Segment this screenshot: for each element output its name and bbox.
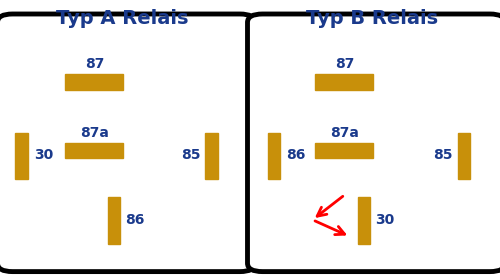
Bar (358, 197, 370, 244)
Bar (315, 74, 372, 90)
Text: 30: 30 (34, 148, 53, 162)
Bar (65, 143, 122, 158)
Bar (315, 143, 372, 158)
Bar (205, 133, 218, 179)
Text: 86: 86 (286, 148, 306, 162)
Text: 87: 87 (86, 57, 104, 71)
Text: 87a: 87a (80, 126, 110, 140)
Bar (15, 133, 28, 179)
Text: 85: 85 (182, 148, 201, 162)
FancyBboxPatch shape (248, 14, 500, 272)
Text: 30: 30 (375, 213, 394, 227)
Bar (108, 197, 120, 244)
Text: 86: 86 (125, 213, 144, 227)
Text: 85: 85 (434, 148, 453, 162)
Text: Typ B Relais: Typ B Relais (306, 9, 438, 28)
Bar (268, 133, 280, 179)
Text: Typ A Relais: Typ A Relais (56, 9, 189, 28)
Text: 87a: 87a (330, 126, 360, 140)
FancyBboxPatch shape (0, 14, 255, 272)
Bar (65, 74, 122, 90)
Bar (458, 133, 470, 179)
Text: 87: 87 (336, 57, 354, 71)
